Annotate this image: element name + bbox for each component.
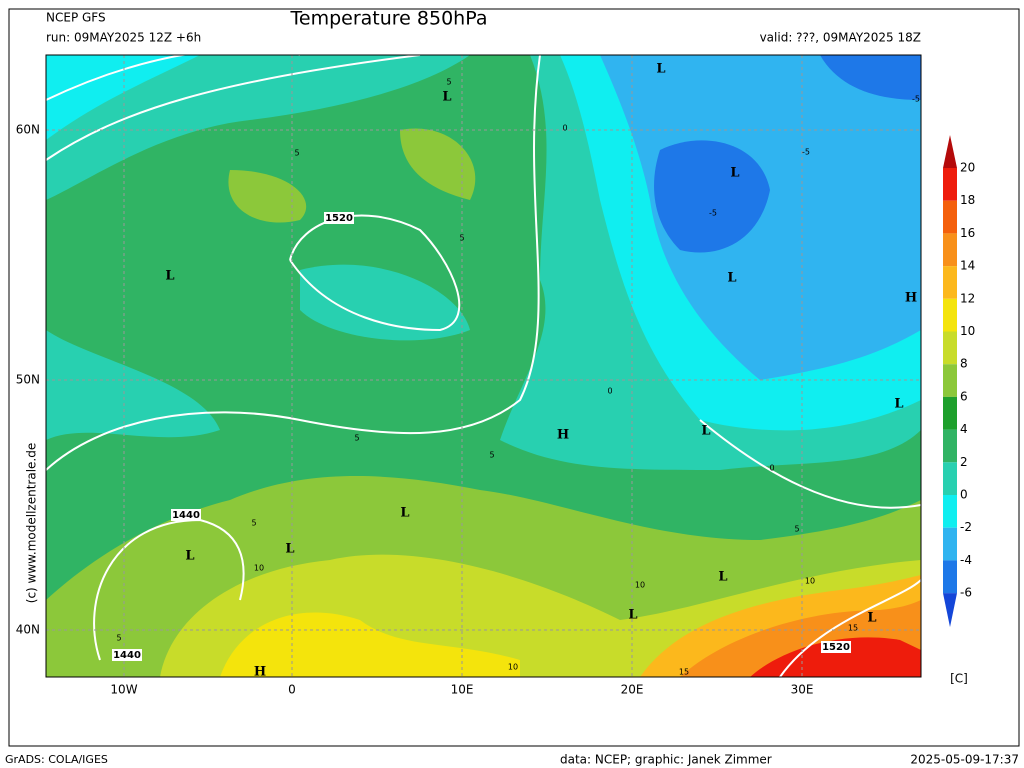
isotherm-label: 10	[805, 577, 815, 586]
model: NCEP GFS	[46, 11, 106, 25]
colorbar-label: 10	[960, 324, 975, 338]
isotherm-label: 5	[794, 525, 799, 534]
isotherm-label: 0	[769, 464, 774, 473]
contour-label-bg	[112, 649, 142, 661]
colorbar-cap	[943, 135, 957, 168]
colorbar-box	[943, 298, 957, 332]
credits: data: NCEP; graphic: Janek Zimmer	[560, 753, 772, 767]
colorbar-unit: [C]	[950, 672, 968, 686]
lat-label: 60N	[16, 123, 40, 137]
contour-label: 1520	[325, 213, 353, 224]
colorbar-label: 18	[960, 193, 975, 207]
colorbar-label: 6	[960, 389, 968, 403]
pressure-centre: L	[400, 506, 409, 521]
pressure-centre: L	[718, 570, 727, 585]
colorbar-box	[943, 331, 957, 365]
map	[46, 55, 921, 677]
valid: valid: ???, 09MAY2025 18Z	[760, 31, 921, 45]
lon-label: 0	[288, 683, 296, 697]
contour-label-bg	[324, 212, 354, 224]
colorbar-label: 14	[960, 259, 975, 273]
isotherm-label: 5	[354, 434, 359, 443]
contour-label: 1520	[822, 642, 850, 653]
colorbar-label: 12	[960, 291, 975, 305]
colorbar-label: 16	[960, 226, 975, 240]
isotherm-label: 0	[607, 387, 612, 396]
copyright: (c) www.modellzentrale.de	[25, 443, 39, 603]
lat-label: 40N	[16, 623, 40, 637]
pressure-centre: H	[557, 428, 569, 443]
pressure-centre: L	[727, 271, 736, 286]
colorbar-box	[943, 429, 957, 463]
pressure-centre: L	[867, 611, 876, 626]
contour-label-bg	[171, 509, 201, 521]
software: GrADS: COLA/IGES	[5, 753, 108, 766]
contour-label-bg	[821, 641, 851, 653]
colorbar-box	[943, 462, 957, 495]
isotherm-label: 10	[635, 581, 645, 590]
isotherm-label: 15	[679, 668, 689, 677]
isotherm-label: 10	[508, 663, 518, 672]
lon-label: 20E	[621, 683, 644, 697]
colorbar-box	[943, 396, 957, 430]
timestamp: 2025-05-09-17:37	[910, 753, 1019, 767]
colorbar-box	[943, 364, 957, 397]
contour-label: 1440	[172, 510, 200, 521]
colorbar-cap	[943, 593, 957, 628]
contour-label: 1440	[113, 650, 141, 661]
pressure-centre: L	[442, 90, 451, 105]
isotherm-label: 5	[116, 634, 121, 643]
colorbar-label: -6	[960, 586, 972, 600]
colorbar-box	[943, 168, 957, 201]
pressure-centre: L	[165, 269, 174, 284]
colorbar-label: 8	[960, 357, 968, 371]
pressure-centre: L	[185, 549, 194, 564]
lon-label: 10W	[110, 683, 137, 697]
title: Temperature 850hPa	[290, 8, 488, 30]
colorbar-box	[943, 527, 957, 561]
colorbar-box	[943, 495, 957, 528]
pressure-centre: L	[701, 424, 710, 439]
pressure-centre: L	[285, 542, 294, 557]
isotherm-label: -5	[912, 95, 920, 104]
colorbar-box	[943, 233, 957, 267]
lat-label: 50N	[16, 373, 40, 387]
pressure-centre: L	[656, 62, 665, 77]
colorbar-label: 2	[960, 455, 968, 469]
run: run: 09MAY2025 12Z +6h	[46, 31, 201, 45]
colorbar-box	[943, 266, 957, 299]
isotherm-label: 10	[254, 564, 264, 573]
lon-label: 10E	[451, 683, 474, 697]
isotherm-label: 0	[562, 124, 567, 133]
isotherm-label: -5	[709, 209, 717, 218]
isotherm-label: 5	[459, 234, 464, 243]
pressure-centre: H	[254, 665, 266, 680]
lon-label: 30E	[791, 683, 814, 697]
colorbar-label: 20	[960, 161, 975, 175]
colorbar-label: -2	[960, 520, 972, 534]
isotherm-label: 5	[294, 149, 299, 158]
pressure-centre: H	[905, 291, 917, 306]
colorbar-label: 4	[960, 422, 968, 436]
colorbar-label: 0	[960, 488, 968, 502]
isotherm-label: 5	[489, 451, 494, 460]
isotherm-label: 5	[446, 78, 451, 87]
colorbar-label: -4	[960, 553, 972, 567]
map-frame	[45, 54, 922, 678]
colorbar-box	[943, 560, 957, 594]
pressure-centre: L	[730, 166, 739, 181]
pressure-centre: L	[628, 608, 637, 623]
colorbar-box	[943, 200, 957, 234]
isotherm-label: 15	[848, 624, 858, 633]
isotherm-label: -5	[802, 148, 810, 157]
pressure-centre: L	[894, 397, 903, 412]
isotherm-label: 5	[251, 519, 256, 528]
